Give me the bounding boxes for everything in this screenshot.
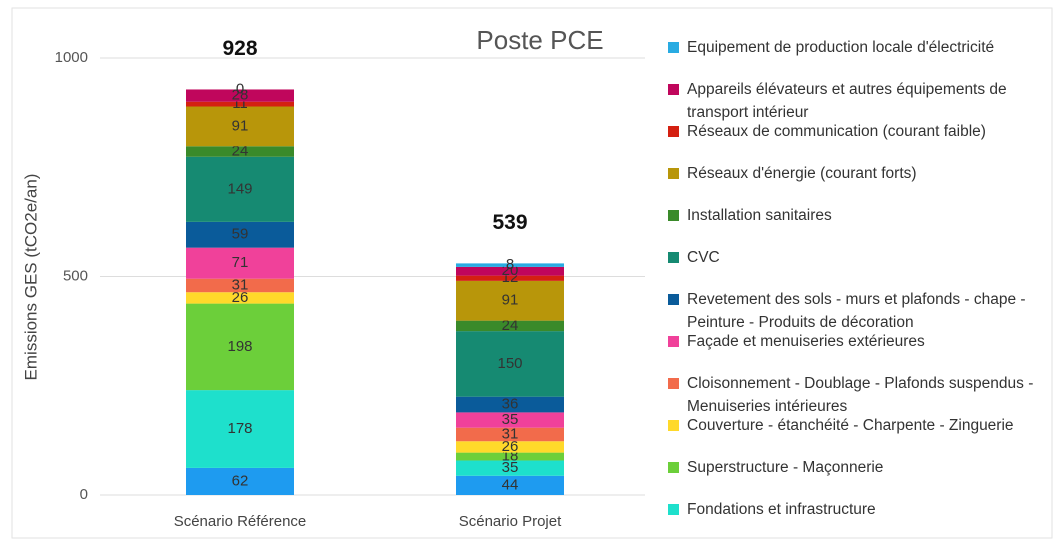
data-label: 31: [232, 276, 249, 293]
bar-segment: [186, 390, 294, 468]
bar-segment: [456, 275, 564, 281]
bar-segment: [186, 101, 294, 107]
legend-swatch: [668, 462, 679, 473]
legend-swatch: [668, 420, 679, 431]
data-label: 35: [502, 411, 519, 428]
bar-segment: [456, 460, 564, 476]
bar-segment: [456, 427, 564, 442]
bar-segment: [456, 452, 564, 461]
legend-label: CVC: [687, 249, 720, 266]
frame: [11, 7, 1053, 539]
bar-segment: [456, 412, 564, 428]
bar-segment: [186, 146, 294, 157]
bar-segment: [186, 247, 294, 279]
bar-segment: [186, 221, 294, 248]
data-label: 8: [506, 256, 514, 273]
legend-label: Equipement de production locale d'électr…: [687, 39, 995, 56]
bar-segment: [186, 278, 294, 293]
data-label: 198: [227, 338, 252, 355]
y-tick-label: 0: [80, 486, 88, 503]
total-label: 539: [492, 211, 527, 234]
bar-segment: [456, 320, 564, 332]
y-axis-label: Emissions GES (tCO2e/an): [21, 174, 40, 381]
bar-segment: [186, 106, 294, 147]
legend-label: Façade et menuiseries extérieures: [687, 333, 925, 350]
legend-swatch: [668, 504, 679, 515]
data-label: 150: [497, 355, 522, 372]
bar-segment: [456, 263, 564, 267]
data-label: 44: [502, 476, 519, 493]
data-label: 24: [232, 142, 249, 159]
legend-swatch: [668, 378, 679, 389]
legend-label: Réseaux d'énergie (courant forts): [687, 165, 917, 182]
bar-segment: [456, 266, 564, 276]
legend-swatch: [668, 210, 679, 221]
legend-label: Appareils élévateurs et autres équipemen…: [687, 81, 1007, 121]
data-label: 71: [232, 254, 249, 271]
bar-segment: [456, 280, 564, 321]
data-label: 59: [232, 226, 249, 243]
legend-label: Fondations et infrastructure: [687, 501, 876, 518]
total-label: 928: [222, 37, 257, 60]
legend-label: Cloisonnement - Doublage - Plafonds susp…: [687, 375, 1034, 415]
legend-swatch: [668, 126, 679, 137]
y-tick-label: 500: [63, 267, 88, 284]
legend-swatch: [668, 294, 679, 305]
data-label: 0: [236, 80, 244, 97]
legend-label: Installation sanitaires: [687, 207, 832, 224]
data-label: 62: [232, 472, 249, 489]
legend-label: Couverture - étanchéité - Charpente - Zi…: [687, 417, 1014, 434]
data-label: 26: [502, 438, 519, 455]
y-tick-label: 1000: [55, 49, 88, 66]
legend-swatch: [668, 42, 679, 53]
bar-segment: [186, 89, 294, 102]
x-tick-label: Scénario Référence: [174, 513, 307, 530]
legend-label: Revetement des sols - murs et plafonds -…: [687, 291, 1026, 331]
data-label: 26: [232, 289, 249, 306]
legend-swatch: [668, 336, 679, 347]
bar-segment: [186, 303, 294, 391]
data-label: 149: [227, 180, 252, 197]
bar-segment: [186, 467, 294, 495]
data-label: 178: [227, 420, 252, 437]
x-tick-label: Scénario Projet: [459, 513, 562, 530]
legend-swatch: [668, 252, 679, 263]
legend-label: Réseaux de communication (courant faible…: [687, 123, 986, 140]
data-label: 24: [502, 317, 519, 334]
legend-swatch: [668, 84, 679, 95]
data-label: 91: [232, 117, 249, 134]
data-label: 28: [232, 87, 249, 104]
data-label: 31: [502, 425, 519, 442]
legend-swatch: [668, 168, 679, 179]
bar-segment: [186, 292, 294, 304]
data-label: 91: [502, 292, 519, 309]
data-label: 35: [502, 459, 519, 476]
bar-segment: [456, 475, 564, 495]
bar-segment: [456, 331, 564, 397]
chart-title: Poste PCE: [476, 25, 603, 55]
bar-segment: [456, 441, 564, 453]
bar-segment: [186, 156, 294, 222]
data-label: 36: [502, 396, 519, 413]
bar-segment: [456, 396, 564, 413]
legend-label: Superstructure - Maçonnerie: [687, 459, 884, 476]
